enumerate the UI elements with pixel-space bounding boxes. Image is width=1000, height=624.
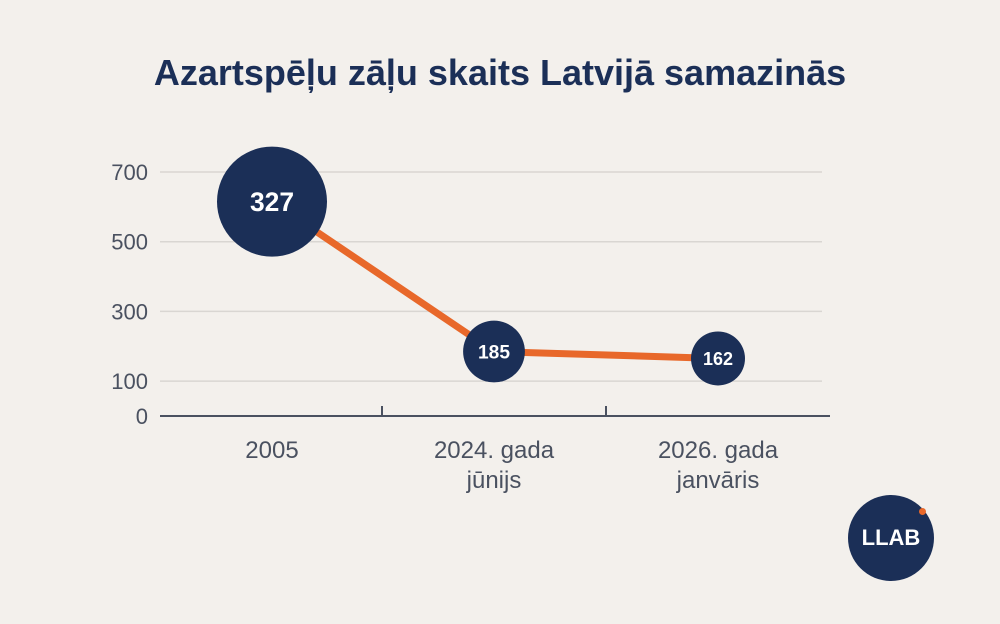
- data-point-1: [217, 146, 327, 257]
- data-label-3: 162: [703, 349, 733, 369]
- y-tick-label-500: 500: [111, 230, 148, 255]
- label-layer: 2005 2024. gada jūnijs 2026. gada janvāris: [245, 437, 778, 494]
- x-category-label-2: 2024. gada jūnijs: [434, 437, 555, 494]
- y-tick-label-300: 300: [111, 299, 148, 324]
- x-category-label-1: 2005: [245, 437, 298, 464]
- axis-layer: 0 100 300 500 700: [111, 160, 830, 429]
- data-point-2: [463, 320, 525, 383]
- llab-logo: LLAB: [848, 495, 934, 581]
- logo-accent-dot: [919, 508, 926, 515]
- x-category-label-3: 2026. gada janvāris: [658, 437, 779, 494]
- y-tick-label-100: 100: [111, 369, 148, 394]
- chart-title: Azartspēļu zāļu skaits Latvijā samazinās: [153, 52, 847, 93]
- data-point-3: [691, 331, 745, 386]
- data-label-1: 327: [250, 187, 294, 217]
- data-label-2: 185: [478, 342, 510, 363]
- point-layer: 327 185 162: [217, 146, 745, 386]
- y-tick-label-0: 0: [136, 404, 148, 429]
- y-tick-label-700: 700: [111, 160, 148, 185]
